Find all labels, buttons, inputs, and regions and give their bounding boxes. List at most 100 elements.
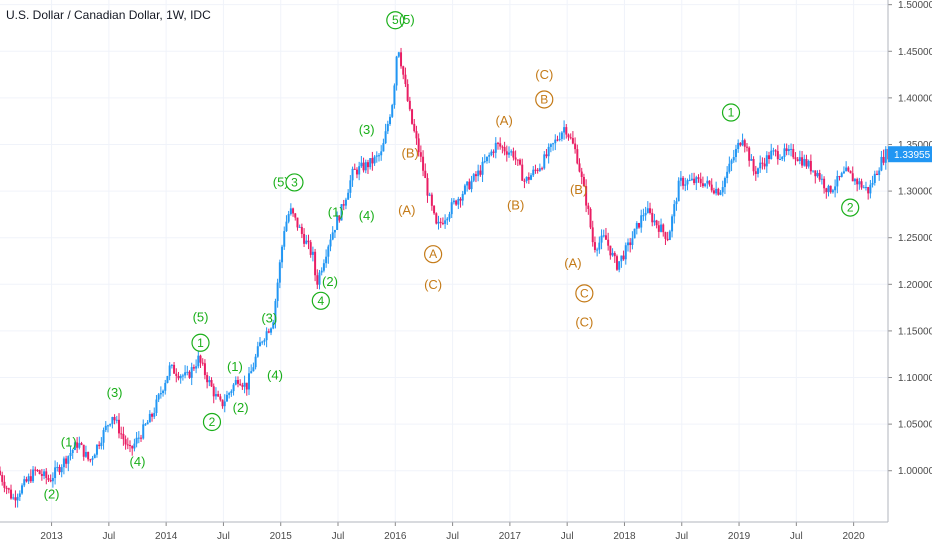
candle-body bbox=[10, 489, 13, 499]
candle-body bbox=[455, 200, 458, 205]
candle-body bbox=[389, 116, 392, 125]
candle-body bbox=[607, 239, 610, 246]
wave-label: 1 bbox=[728, 106, 735, 120]
candle-body bbox=[496, 142, 499, 144]
candle-body bbox=[439, 221, 442, 223]
candle-body bbox=[49, 480, 52, 482]
candle-body bbox=[7, 488, 10, 490]
last-price-label: 1.33955 bbox=[894, 150, 931, 161]
candle-body bbox=[525, 176, 528, 182]
wave-label-circle bbox=[841, 198, 860, 217]
candle-body bbox=[192, 367, 195, 369]
candle-body bbox=[5, 487, 8, 489]
candle-body bbox=[485, 156, 488, 162]
x-tick-label: 2015 bbox=[270, 531, 293, 542]
candle-body bbox=[882, 156, 885, 163]
candle-body bbox=[338, 216, 341, 221]
candle-body bbox=[259, 342, 262, 347]
candle-body bbox=[364, 162, 367, 171]
wave-label-circle bbox=[721, 103, 741, 122]
wave-label: (1) bbox=[61, 434, 77, 449]
candle-body bbox=[287, 214, 290, 222]
candle-body bbox=[479, 170, 482, 175]
candle-body bbox=[781, 156, 784, 159]
candle-body bbox=[1, 474, 4, 482]
wave-label: (C) bbox=[535, 67, 553, 82]
candle-body bbox=[717, 188, 720, 195]
candle-body bbox=[38, 470, 41, 475]
candle-body bbox=[695, 177, 698, 184]
candle-body bbox=[712, 190, 715, 194]
wave-label: A bbox=[429, 247, 437, 261]
candle-body bbox=[424, 170, 427, 179]
candle-body bbox=[25, 479, 28, 482]
x-tick-label: 2018 bbox=[613, 531, 636, 542]
candle-body bbox=[21, 485, 24, 494]
candle-body bbox=[16, 496, 19, 501]
candle-body bbox=[413, 123, 416, 132]
wave-label: 2 bbox=[209, 415, 216, 429]
candle-body bbox=[208, 380, 211, 383]
candle-body bbox=[254, 356, 257, 368]
candle-body bbox=[129, 445, 132, 447]
candle-body bbox=[472, 174, 475, 181]
y-tick-label: 1.35000 bbox=[898, 140, 932, 151]
candle-body bbox=[371, 158, 374, 164]
candle-body bbox=[558, 138, 561, 140]
candle-body bbox=[137, 437, 140, 439]
candle-body bbox=[629, 242, 632, 246]
candle-body bbox=[223, 401, 226, 407]
candle-body bbox=[395, 56, 398, 86]
candle-body bbox=[331, 232, 334, 240]
candle-body bbox=[69, 453, 72, 457]
candle-body bbox=[514, 157, 517, 160]
candle-body bbox=[668, 231, 671, 241]
candle-body bbox=[549, 144, 552, 147]
candle-body bbox=[344, 199, 347, 206]
x-tick-label: Jul bbox=[561, 531, 574, 542]
y-tick-label: 1.15000 bbox=[898, 326, 932, 337]
candle-body bbox=[289, 208, 292, 215]
candles bbox=[0, 47, 889, 508]
candle-body bbox=[759, 162, 762, 169]
wave-label-circle bbox=[424, 245, 443, 264]
wave-label: B bbox=[540, 92, 548, 106]
candle-body bbox=[225, 394, 228, 402]
wave-label: (4) bbox=[359, 208, 375, 223]
candle-body bbox=[373, 156, 376, 164]
candle-body bbox=[428, 194, 431, 196]
wave-label: (3) bbox=[107, 385, 123, 400]
candle-body bbox=[794, 157, 797, 160]
x-tick-label: 2016 bbox=[384, 531, 407, 542]
candle-body bbox=[195, 366, 198, 369]
candle-body bbox=[477, 170, 480, 177]
candle-body bbox=[27, 476, 30, 482]
candle-body bbox=[774, 150, 777, 152]
x-tick-label: Jul bbox=[102, 531, 115, 542]
candle-body bbox=[305, 240, 308, 244]
candle-body bbox=[426, 178, 429, 196]
candle-body bbox=[122, 433, 125, 440]
candle-body bbox=[375, 155, 378, 157]
candle-body bbox=[400, 52, 403, 67]
candle-body bbox=[93, 454, 96, 459]
candle-body bbox=[206, 375, 209, 383]
candle-body bbox=[679, 177, 682, 181]
candle-body bbox=[386, 124, 389, 132]
candle-body bbox=[638, 223, 641, 228]
candle-body bbox=[772, 150, 775, 152]
candle-body bbox=[142, 424, 145, 439]
wave-label: (5) bbox=[273, 174, 289, 189]
wave-label: (3) bbox=[261, 311, 277, 326]
candle-body bbox=[135, 437, 138, 444]
candle-body bbox=[611, 252, 614, 256]
candle-body bbox=[140, 437, 143, 439]
candle-body bbox=[869, 184, 872, 194]
candle-body bbox=[690, 178, 693, 180]
candle-body bbox=[649, 208, 652, 213]
candle-body bbox=[849, 170, 852, 174]
candle-body bbox=[682, 177, 685, 186]
candle-body bbox=[765, 155, 768, 167]
candle-body bbox=[686, 180, 689, 185]
candle-body bbox=[234, 380, 237, 385]
